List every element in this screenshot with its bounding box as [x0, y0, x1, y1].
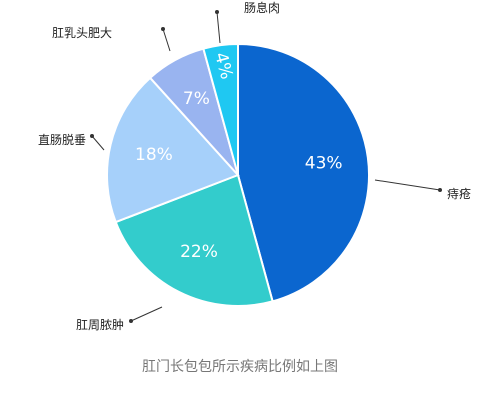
leader-dot	[129, 319, 133, 323]
slice-percent-label: 7%	[183, 89, 210, 109]
leader-line	[216, 11, 221, 44]
percent-labels: 43%22%18%7%4%	[135, 50, 343, 262]
pie-slice	[202, 42, 239, 176]
leader-dot	[161, 27, 165, 31]
leader-line	[374, 179, 441, 191]
pie-slice	[237, 42, 371, 303]
slice-category-label: 痔疮	[447, 186, 471, 201]
leader-line	[130, 306, 163, 322]
pie-slices	[106, 42, 371, 307]
chart-caption: 肛门长包包所示疾病比例如上图	[142, 359, 338, 375]
slice-category-label: 肠息肉	[244, 0, 280, 15]
slice-category-label: 直肠脱垂	[38, 132, 86, 147]
leader-line	[162, 28, 171, 52]
leader-lines	[90, 10, 442, 323]
slice-percent-label: 18%	[135, 145, 173, 165]
slice-percent-label: 22%	[180, 242, 218, 262]
slice-category-label: 肛周脓肿	[76, 317, 124, 332]
slice-percent-label: 43%	[305, 154, 343, 174]
slice-category-label: 肛乳头肥大	[52, 26, 112, 40]
leader-dot	[215, 10, 219, 14]
leader-line	[91, 135, 105, 151]
leader-dot	[438, 188, 442, 192]
leader-dot	[90, 134, 94, 138]
pie-slice	[106, 76, 240, 224]
